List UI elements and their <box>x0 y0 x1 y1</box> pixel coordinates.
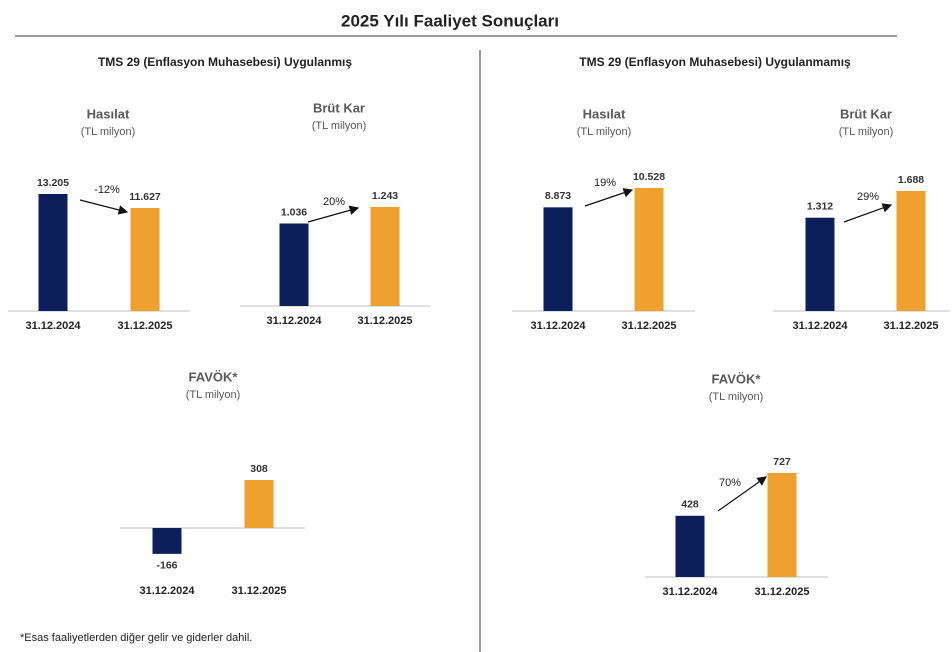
value-label: 308 <box>250 463 268 475</box>
change-label: 19% <box>594 177 616 189</box>
change-arrow <box>79 199 129 215</box>
bar <box>152 528 182 554</box>
value-label: 11.627 <box>129 191 161 203</box>
chart-title: Brüt Kar <box>313 100 365 115</box>
change-label: 29% <box>857 191 879 203</box>
value-label: 428 <box>681 499 699 511</box>
chart-subtitle: (TL milyon) <box>839 126 894 138</box>
change-arrow <box>584 188 634 207</box>
value-label: 1.688 <box>898 174 924 186</box>
chart-subtitle: (TL milyon) <box>709 391 764 403</box>
x-tick-label: 31.12.2024 <box>266 315 322 327</box>
x-tick-label: 31.12.2024 <box>139 585 195 597</box>
bar <box>896 191 926 311</box>
x-tick-label: 31.12.2025 <box>231 585 286 597</box>
change-label: 20% <box>323 196 345 208</box>
footnote: *Esas faaliyetlerden diğer gelir ve gide… <box>20 632 252 644</box>
value-label: 10.528 <box>633 171 665 183</box>
bar <box>634 188 664 311</box>
change-label: -12% <box>94 184 120 196</box>
bar <box>279 223 309 306</box>
bar <box>38 194 68 311</box>
chart-title: Hasılat <box>87 106 130 121</box>
x-tick-label: 31.12.2025 <box>357 315 412 327</box>
chart-title: FAVÖK* <box>712 371 762 386</box>
value-label: 8.873 <box>545 190 571 202</box>
chart-subtitle: (TL milyon) <box>81 126 136 138</box>
bar <box>370 207 400 306</box>
bar <box>543 207 573 311</box>
x-tick-label: 31.12.2024 <box>530 320 586 332</box>
chart-title: Brüt Kar <box>840 106 892 121</box>
x-tick-label: 31.12.2025 <box>883 320 938 332</box>
x-tick-label: 31.12.2025 <box>621 320 676 332</box>
x-tick-label: 31.12.2025 <box>117 320 172 332</box>
value-label: 1.312 <box>807 201 833 213</box>
value-label: -166 <box>156 560 177 572</box>
change-arrow <box>307 205 360 223</box>
value-label: 727 <box>773 456 791 468</box>
bar <box>767 473 797 577</box>
bar <box>675 515 705 577</box>
value-label: 1.036 <box>281 206 307 218</box>
chart-title: Hasılat <box>583 106 626 121</box>
bar <box>805 217 835 311</box>
bar <box>244 480 274 528</box>
x-tick-label: 31.12.2024 <box>792 320 848 332</box>
change-arrow <box>843 203 893 223</box>
x-tick-label: 31.12.2025 <box>754 586 809 598</box>
chart-subtitle: (TL milyon) <box>577 126 632 138</box>
chart-title: FAVÖK* <box>189 369 239 384</box>
section-title: TMS 29 (Enflasyon Muhasebesi) Uygulanmam… <box>579 55 851 69</box>
chart-subtitle: (TL milyon) <box>186 389 241 401</box>
chart-subtitle: (TL milyon) <box>312 120 367 132</box>
x-tick-label: 31.12.2024 <box>662 586 718 598</box>
value-label: 1.243 <box>372 190 398 202</box>
page-title: 2025 Yılı Faaliyet Sonuçları <box>341 11 559 30</box>
x-tick-label: 31.12.2024 <box>25 320 81 332</box>
value-label: 13.205 <box>37 177 69 189</box>
bar <box>130 207 160 311</box>
change-arrow <box>717 476 767 512</box>
change-label: 70% <box>719 477 741 489</box>
section-title: TMS 29 (Enflasyon Muhasebesi) Uygulanmış <box>98 55 352 69</box>
